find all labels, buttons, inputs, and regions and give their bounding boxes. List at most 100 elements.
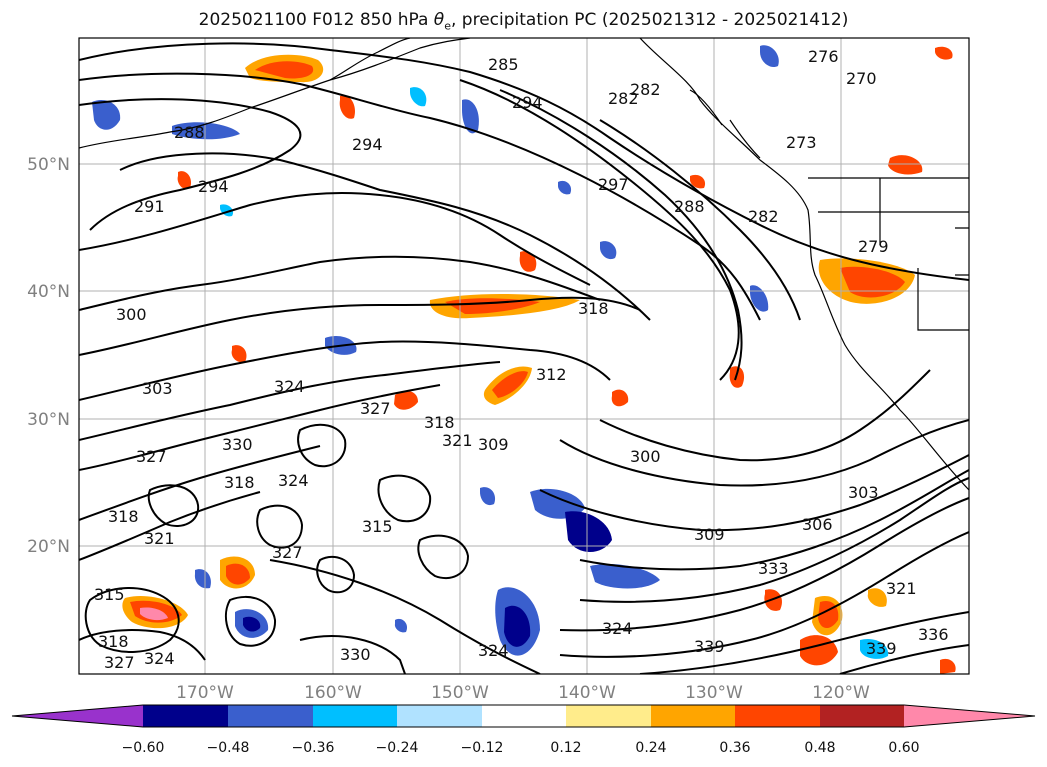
colorbar-segment <box>566 705 651 727</box>
contour-label: 327 <box>272 543 303 562</box>
contour-line <box>559 419 969 487</box>
lon-label: 160°W <box>304 683 362 703</box>
colorbar-outline <box>11 704 1036 728</box>
contour-label: 276 <box>808 47 839 66</box>
contour-label: 315 <box>94 585 125 604</box>
precip-cool-area <box>172 122 240 140</box>
contour-label: 324 <box>144 649 175 668</box>
contour-label: 330 <box>340 645 371 664</box>
colorbar-segment <box>820 705 904 727</box>
colorbar-tick-label: 0.12 <box>550 740 581 756</box>
lat-label: 20°N <box>27 537 70 557</box>
colorbar-tick-label: −0.24 <box>376 740 419 756</box>
colorbar-segment <box>228 705 313 727</box>
contour-line <box>599 369 931 462</box>
contour-label: 327 <box>360 399 391 418</box>
colorbar-over-extend <box>904 705 1035 727</box>
contour-line <box>639 611 969 674</box>
colorbar-tick-label: −0.48 <box>207 740 250 756</box>
colorbar-segment <box>397 705 482 727</box>
colorbar-tick-label: 0.60 <box>888 740 919 756</box>
contour-label: 321 <box>144 529 175 548</box>
border-state <box>879 178 969 331</box>
contour-label: 333 <box>758 559 789 578</box>
precip-warm-area <box>226 563 250 585</box>
contour-label: 318 <box>98 632 129 651</box>
colorbar-segment <box>651 705 735 727</box>
colorbar-tick-label: −0.36 <box>292 740 335 756</box>
contour-line <box>79 491 261 561</box>
title-theta: θ <box>433 10 445 30</box>
contour-line <box>417 534 470 580</box>
contour-label: 312 <box>536 365 567 384</box>
precip-warm-area <box>888 155 923 175</box>
contour-label: 279 <box>858 237 889 256</box>
colorbar-tick-label: 0.36 <box>719 740 750 756</box>
lon-label: 150°W <box>431 683 489 703</box>
contour-label: 282 <box>630 80 661 99</box>
contour-line <box>559 531 969 658</box>
contour-label: 321 <box>886 579 917 598</box>
precip-cool-area <box>590 563 660 589</box>
precip-cool-area <box>394 618 408 633</box>
contour-label: 318 <box>578 299 609 318</box>
contour-line <box>499 89 743 381</box>
contour-label: 288 <box>674 197 705 216</box>
map-plot-area: 285 294 282 276 270 288 273 282 294 291 … <box>79 38 969 674</box>
contour-label: 327 <box>136 447 167 466</box>
colorbar-under-extend <box>12 705 143 727</box>
contour-line <box>459 79 740 381</box>
lon-label: 170°W <box>176 683 234 703</box>
contour-line <box>297 423 347 468</box>
lat-labels: 50°N 40°N 30°N 20°N <box>27 155 70 557</box>
title-suffix: , precipitation PC (2025021312 - 2025021… <box>450 10 849 30</box>
colorbar: −0.60 −0.48 −0.36 −0.24 −0.12 0.12 0.24 … <box>11 704 1036 756</box>
precip-cool-area <box>558 180 572 195</box>
contour-line <box>79 445 321 521</box>
precip-cool-area <box>504 605 531 647</box>
lon-labels: 170°W 160°W 150°W 140°W 130°W 120°W <box>176 683 870 703</box>
contour-label: 282 <box>608 89 639 108</box>
lat-label: 30°N <box>27 410 70 430</box>
contour-line <box>79 340 611 401</box>
contour-line <box>79 98 302 231</box>
contour-line <box>84 587 180 653</box>
contour-label: 336 <box>918 625 949 644</box>
contour-label: 318 <box>108 507 139 526</box>
lat-label: 40°N <box>27 282 70 302</box>
contour-line <box>377 474 432 523</box>
precip-warm-area <box>840 266 905 298</box>
contour-label: 324 <box>478 641 509 660</box>
precip-warm-area <box>394 390 418 410</box>
contour-line <box>599 119 801 321</box>
colorbar-segment <box>143 705 228 727</box>
precip-cool-area <box>760 45 779 68</box>
contour-line <box>79 384 441 471</box>
contour-label: 270 <box>846 69 877 88</box>
contour-labels: 285 294 282 276 270 288 273 282 294 291 … <box>94 47 949 672</box>
figure-title: 2025021100 F012 850 hPa θe, precipitatio… <box>0 10 1047 32</box>
contour-line <box>147 484 200 527</box>
precip-cool-area <box>750 285 769 312</box>
coastlines <box>79 38 969 491</box>
contour-label: 294 <box>198 177 229 196</box>
precip-cool-area <box>410 87 427 107</box>
contour-line <box>579 477 969 603</box>
border-state <box>955 227 969 276</box>
contour-label: 330 <box>222 435 253 454</box>
contour-line <box>256 504 304 549</box>
contour-line <box>224 595 277 647</box>
precip-warm-area <box>140 607 168 621</box>
precip-warm-area <box>231 345 247 363</box>
precip-cool-area <box>565 511 612 552</box>
lon-label: 120°W <box>812 683 870 703</box>
contour-line <box>579 469 969 571</box>
map-frame <box>78 37 970 675</box>
contour-label: 294 <box>352 135 383 154</box>
contour-line <box>539 454 969 532</box>
colorbar-segment <box>313 705 397 727</box>
contour-label: 306 <box>802 515 833 534</box>
colorbar-tick-label: 0.48 <box>804 740 835 756</box>
contour-line <box>79 255 601 311</box>
lon-label: 140°W <box>558 683 616 703</box>
